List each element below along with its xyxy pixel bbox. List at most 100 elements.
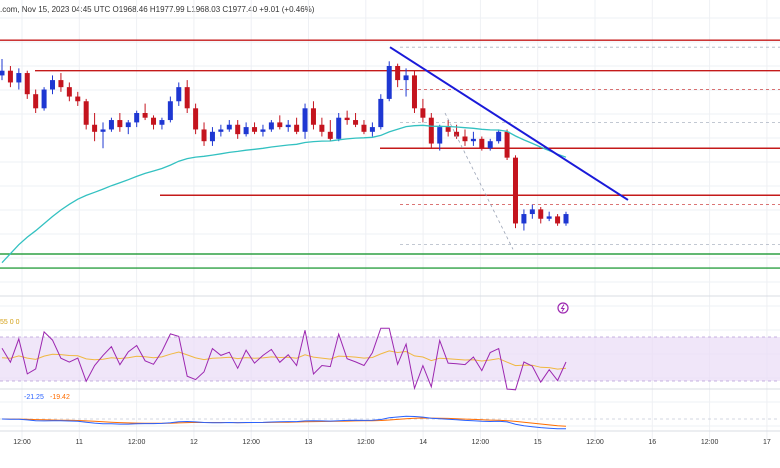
candle-body[interactable]	[117, 120, 123, 128]
candle-body[interactable]	[151, 117, 157, 125]
x-tick-label: 14	[419, 439, 427, 446]
candle-body[interactable]	[252, 127, 258, 132]
candle-body[interactable]	[462, 136, 468, 142]
candle-body[interactable]	[403, 75, 409, 81]
candle-body[interactable]	[24, 73, 30, 95]
candle-body[interactable]	[386, 66, 392, 99]
candle-body[interactable]	[504, 131, 510, 158]
candle-body[interactable]	[378, 98, 384, 128]
candle-body[interactable]	[16, 73, 22, 83]
x-tick-label: 15	[534, 439, 542, 446]
candle-body[interactable]	[268, 122, 274, 130]
candle-body[interactable]	[479, 138, 485, 149]
candle-body[interactable]	[33, 94, 39, 109]
candle-body[interactable]	[134, 113, 140, 123]
x-tick-label: 13	[305, 439, 313, 446]
candle-body[interactable]	[66, 87, 72, 97]
x-tick-label: 11	[76, 439, 83, 446]
candle-body[interactable]	[41, 89, 47, 109]
macd-signal-line	[1, 417, 567, 427]
x-tick-label: 17	[763, 439, 771, 446]
candle-body[interactable]	[512, 157, 518, 224]
x-tick-label: 12:00	[242, 439, 260, 446]
rsi-header: 55 0 0	[0, 319, 20, 326]
macd-value-1: -21.25	[24, 394, 44, 401]
candle-body[interactable]	[75, 96, 81, 102]
x-tick-label: 12:00	[13, 439, 31, 446]
candle-body[interactable]	[142, 113, 148, 118]
candle-body[interactable]	[167, 101, 173, 121]
lightning-glyph	[560, 304, 565, 312]
candle-body[interactable]	[83, 101, 89, 125]
macd-line	[1, 415, 566, 430]
candle-body[interactable]	[235, 124, 241, 135]
candle-body[interactable]	[58, 80, 64, 88]
x-tick-label: 12:00	[357, 439, 375, 446]
candle-body[interactable]	[538, 209, 544, 219]
alert-icon[interactable]	[557, 302, 569, 314]
x-tick-label: 12	[190, 439, 198, 446]
candle-body[interactable]	[336, 117, 342, 139]
candle-body[interactable]	[218, 129, 224, 132]
x-tick-label: 12:00	[701, 439, 719, 446]
candle-body[interactable]	[260, 129, 266, 132]
projection-line	[444, 112, 514, 250]
candle-body[interactable]	[319, 124, 325, 132]
candle-body[interactable]	[209, 131, 215, 142]
candle-body[interactable]	[420, 108, 426, 118]
ohlc-readout: O1968.46 H1977.99 L1968.03 C1977.40 +9.0…	[112, 5, 315, 14]
candle-body[interactable]	[521, 214, 527, 224]
candle-body[interactable]	[555, 216, 561, 224]
rsi-ma-line	[1, 350, 567, 370]
candle-body[interactable]	[437, 127, 443, 144]
candle-body[interactable]	[361, 124, 367, 132]
candle-body[interactable]	[108, 120, 114, 130]
candle-body[interactable]	[529, 209, 535, 215]
candle-body[interactable]	[243, 127, 249, 135]
candle-body[interactable]	[277, 122, 283, 128]
candle-body[interactable]	[563, 214, 569, 224]
x-tick-label: 12:00	[586, 439, 604, 446]
candle-body[interactable]	[0, 70, 5, 76]
candle-body[interactable]	[7, 70, 13, 83]
candle-body[interactable]	[344, 117, 350, 121]
symbol-header: .com, Nov 15, 2023 04:45 UTC O1968.46 H1…	[0, 5, 314, 14]
candle-body[interactable]	[201, 129, 207, 142]
candle-body[interactable]	[353, 120, 359, 125]
candle-body[interactable]	[294, 124, 300, 132]
bearish-trend-line[interactable]	[389, 46, 629, 201]
candle-body[interactable]	[302, 108, 308, 132]
x-tick-label: 16	[648, 439, 656, 446]
x-tick-label: 12:00	[472, 439, 490, 446]
candle-body[interactable]	[125, 122, 131, 128]
candle-body[interactable]	[176, 87, 182, 102]
candle-body[interactable]	[50, 80, 56, 90]
candle-body[interactable]	[428, 117, 434, 144]
candle-body[interactable]	[470, 138, 476, 142]
candle-body[interactable]	[285, 124, 291, 128]
candle-body[interactable]	[327, 131, 333, 139]
candle-body[interactable]	[369, 127, 375, 132]
candle-body[interactable]	[395, 66, 401, 81]
candle-body[interactable]	[100, 129, 106, 132]
candle-body[interactable]	[226, 124, 232, 130]
rsi-band	[0, 337, 780, 381]
candle-body[interactable]	[159, 120, 165, 125]
candle-body[interactable]	[92, 124, 98, 132]
candle-body[interactable]	[193, 108, 199, 130]
candle-body[interactable]	[454, 131, 460, 137]
macd-value-2: -19.42	[50, 394, 70, 401]
candle-body[interactable]	[546, 216, 552, 219]
candle-body[interactable]	[411, 75, 417, 109]
candle-body[interactable]	[310, 108, 316, 125]
moving-average-line	[1, 124, 567, 264]
candle-body[interactable]	[445, 127, 451, 132]
site-date-label: .com, Nov 15, 2023 04:45 UTC	[0, 5, 111, 14]
rsi-line	[1, 327, 567, 391]
x-tick-label: 12:00	[128, 439, 146, 446]
candle-body[interactable]	[184, 87, 190, 109]
candle-body[interactable]	[496, 131, 502, 142]
candle-body[interactable]	[487, 141, 493, 149]
